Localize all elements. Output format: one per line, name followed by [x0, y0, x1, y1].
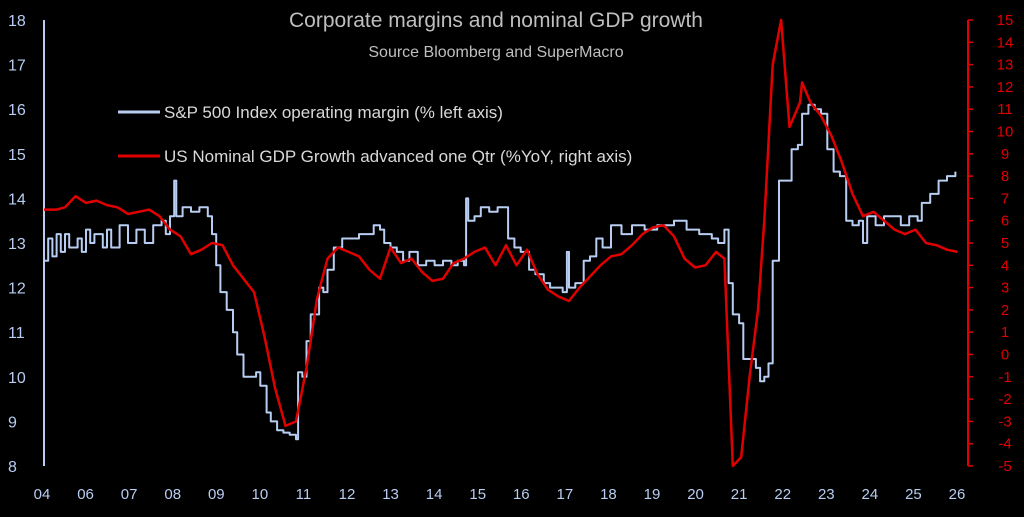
x-axis-tick-label: 08 — [164, 486, 181, 503]
x-axis-tick-label: 21 — [731, 486, 748, 503]
right-axis-tick-label: 14 — [997, 34, 1014, 51]
left-axis-tick-label: 14 — [8, 191, 26, 208]
legend-label-gdp: US Nominal GDP Growth advanced one Qtr (… — [164, 147, 632, 166]
right-axis-tick-label: -4 — [998, 436, 1011, 453]
right-axis-tick-label: 5 — [1001, 235, 1009, 252]
x-axis-tick-label: 09 — [208, 486, 225, 503]
right-axis-tick-label: 0 — [1001, 347, 1009, 364]
series-line-nominal-gdp — [44, 18, 958, 468]
x-axis-tick-label: 26 — [949, 486, 966, 503]
x-axis-tick-label: 11 — [296, 486, 312, 503]
x-axis-tick-label: 20 — [687, 486, 704, 503]
left-axis-tick-label: 11 — [8, 325, 25, 342]
x-axis-tick-label: 06 — [77, 486, 94, 503]
left-axis-tick-label: 12 — [8, 281, 26, 298]
axes-group: 89101112131415161718-5-4-3-2-10123456789… — [8, 12, 1013, 503]
series-line-operating-margin — [44, 103, 957, 441]
right-axis-tick-label: -3 — [998, 413, 1011, 430]
x-axis-tick-label: 25 — [905, 486, 922, 503]
x-axis-tick-label: 24 — [862, 486, 879, 503]
right-axis-tick-label: 2 — [1001, 302, 1009, 319]
left-axis-tick-label: 17 — [8, 58, 26, 75]
right-axis-tick-label: 6 — [1001, 213, 1009, 230]
right-axis-tick-label: 1 — [1001, 324, 1009, 341]
x-axis-tick-label: 12 — [339, 486, 356, 503]
x-axis-tick-label: 17 — [557, 486, 574, 503]
right-axis-tick-label: 11 — [997, 101, 1013, 118]
right-axis-tick-label: 9 — [1001, 146, 1009, 163]
series-layer — [44, 18, 958, 468]
chart-subtitle: Source Bloomberg and SuperMacro — [368, 44, 623, 61]
x-axis-tick-label: 18 — [600, 486, 617, 503]
left-axis-tick-label: 15 — [8, 147, 26, 164]
x-axis-tick-label: 19 — [644, 486, 661, 503]
right-axis-tick-label: -2 — [998, 391, 1011, 408]
x-axis-tick-label: 13 — [382, 486, 399, 503]
x-axis-tick-label: 14 — [426, 486, 443, 503]
right-axis-tick-label: 12 — [997, 79, 1014, 96]
x-axis-tick-label: 23 — [818, 486, 835, 503]
left-axis-tick-label: 9 — [8, 414, 17, 431]
right-axis-tick-label: 4 — [1001, 257, 1009, 274]
left-axis-tick-label: 8 — [8, 459, 17, 476]
left-axis-tick-label: 16 — [8, 102, 26, 119]
right-axis-tick-label: 8 — [1001, 168, 1009, 185]
x-axis-tick-label: 16 — [513, 486, 530, 503]
right-axis-tick-label: -5 — [998, 458, 1011, 475]
right-axis-tick-label: 15 — [997, 12, 1014, 29]
left-axis-tick-label: 10 — [8, 370, 26, 387]
x-axis-tick-label: 04 — [34, 486, 51, 503]
left-axis-tick-label: 18 — [8, 13, 26, 30]
chart-title: Corporate margins and nominal GDP growth — [289, 9, 703, 32]
legend: S&P 500 Index operating margin (% left a… — [118, 103, 632, 166]
x-axis-tick-label: 22 — [774, 486, 791, 503]
x-axis-tick-label: 15 — [469, 486, 486, 503]
x-axis-tick-label: 07 — [121, 486, 138, 503]
x-axis-tick-label: 10 — [252, 486, 269, 503]
legend-label-margin: S&P 500 Index operating margin (% left a… — [164, 103, 503, 122]
right-axis-tick-label: 10 — [997, 124, 1014, 141]
right-axis-tick-label: 7 — [1001, 190, 1009, 207]
right-axis-tick-label: -1 — [998, 369, 1011, 386]
left-axis-tick-label: 13 — [8, 236, 26, 253]
right-axis-tick-label: 3 — [1001, 280, 1009, 297]
right-axis-tick-label: 13 — [997, 57, 1014, 74]
